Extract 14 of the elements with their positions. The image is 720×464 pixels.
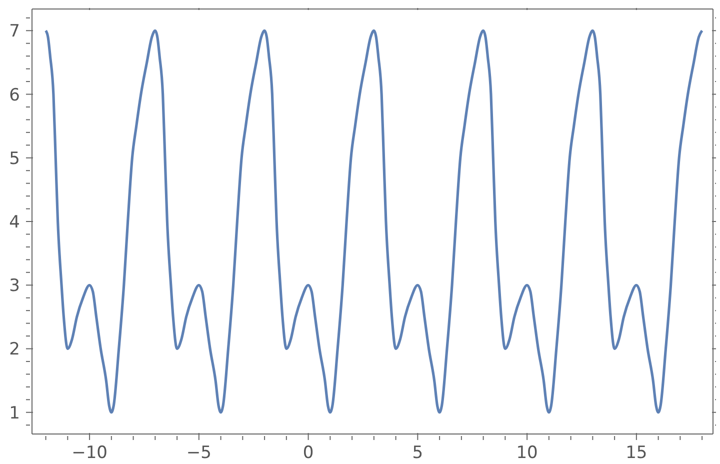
y-tick-label: 1 [9, 403, 20, 424]
x-tick-label: 0 [302, 443, 314, 463]
x-tick-label: 15 [626, 443, 648, 463]
x-tick-label: −10 [72, 443, 108, 463]
y-tick-label: 3 [9, 276, 20, 296]
y-tick-label: 6 [9, 85, 20, 106]
y-tick-label: 5 [9, 148, 20, 169]
y-tick-label: 4 [9, 212, 20, 232]
x-tick-label: −5 [186, 443, 212, 463]
x-tick-label: 10 [516, 443, 538, 463]
y-tick-label: 2 [9, 340, 20, 360]
y-tick-label: 7 [9, 22, 20, 42]
line-series [44, 29, 704, 414]
x-tick-label: 5 [412, 443, 424, 463]
